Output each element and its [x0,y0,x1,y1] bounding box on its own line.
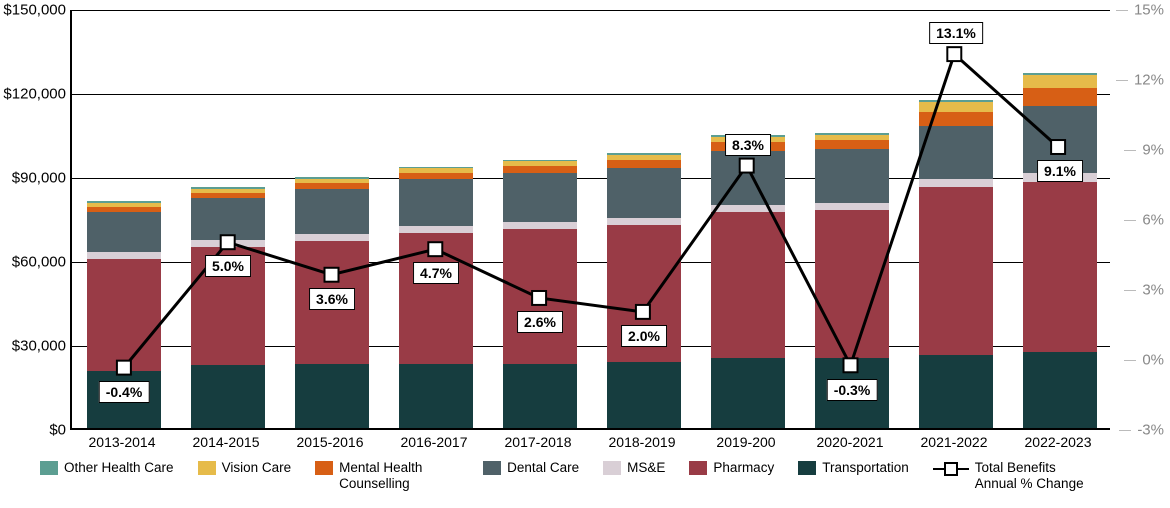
legend-item: Pharmacy [689,460,774,476]
line-value-label: 4.7% [413,262,459,284]
line-marker [1051,140,1065,154]
line-value-label: 13.1% [929,22,983,44]
legend-label: Dental Care [507,460,579,476]
line-path [124,54,1058,368]
legend-swatch [603,461,621,475]
line-value-label: 2.0% [621,325,667,347]
line-marker [221,235,235,249]
y-right-tick-label: 3% [1142,282,1164,299]
y-left-tick-label: $150,000 [0,2,66,19]
legend-label: Pharmacy [713,460,774,476]
y-right-tick-label: 12% [1134,72,1164,89]
plot-area: -0.4% 5.0% 3.6% 4.7% 2.6% 2.0% 8.3% -0.3% 13.1% 9… [70,10,1110,430]
legend-item: Mental Health Counselling [315,460,459,492]
legend-swatch [198,461,216,475]
legend-item: Vision Care [198,460,292,476]
line-marker [428,242,442,256]
line-series [72,10,1110,428]
line-value-label: -0.4% [99,381,150,403]
x-tick-label: 2018-2019 [609,434,676,450]
y-right-tick-label: 6% [1142,212,1164,229]
legend-swatch [798,461,816,475]
x-tick-label: 2020-2021 [817,434,884,450]
legend-item-line: Total Benefits Annual % Change [933,460,1095,492]
y-left-tick-label: $0 [0,422,66,439]
line-marker [117,361,131,375]
legend-swatch [483,461,501,475]
x-tick-label: 2021-2022 [921,434,988,450]
line-value-label: 9.1% [1037,160,1083,182]
legend-label: Transportation [822,460,909,476]
legend-line-marker [933,462,969,476]
x-tick-label: 2014-2015 [193,434,260,450]
legend-item: Transportation [798,460,909,476]
x-tick-label: 2013-2014 [89,434,156,450]
line-value-label: 8.3% [725,134,771,156]
legend-swatch [689,461,707,475]
line-value-label: 2.6% [517,311,563,333]
line-marker [325,268,339,282]
line-marker [740,159,754,173]
benefits-chart: $0$30,000$60,000$90,000$120,000$150,000 … [0,0,1170,508]
legend-label: MS&E [627,460,665,476]
line-value-label: 3.6% [309,288,355,310]
y-left-tick-label: $90,000 [0,170,66,187]
y-right-tick-label: 9% [1142,142,1164,159]
x-tick-label: 2015-2016 [297,434,364,450]
y-left-tick-label: $60,000 [0,254,66,271]
line-marker [532,291,546,305]
line-marker [947,47,961,61]
line-marker [636,305,650,319]
x-tick-label: 2019-200 [716,434,775,450]
legend-item: Other Health Care [40,460,174,476]
line-value-label: -0.3% [827,379,878,401]
y-right-tick-label: 0% [1142,352,1164,369]
legend-label: Other Health Care [64,460,174,476]
y-right-tick-label: -3% [1137,422,1164,439]
y-left-tick-label: $30,000 [0,338,66,355]
legend-swatch [40,461,58,475]
line-marker [844,358,858,372]
legend-label: Total Benefits Annual % Change [975,460,1095,492]
y-right-tick-label: 15% [1134,2,1164,19]
x-tick-label: 2016-2017 [401,434,468,450]
legend-label: Vision Care [222,460,292,476]
legend-item: MS&E [603,460,665,476]
x-tick-label: 2017-2018 [505,434,572,450]
line-value-label: 5.0% [205,255,251,277]
y-left-tick-label: $120,000 [0,86,66,103]
legend-item: Dental Care [483,460,579,476]
legend-label: Mental Health Counselling [339,460,459,492]
legend: Other Health Care Vision Care Mental Healt… [40,460,1150,504]
x-tick-label: 2022-2023 [1025,434,1092,450]
legend-swatch [315,461,333,475]
